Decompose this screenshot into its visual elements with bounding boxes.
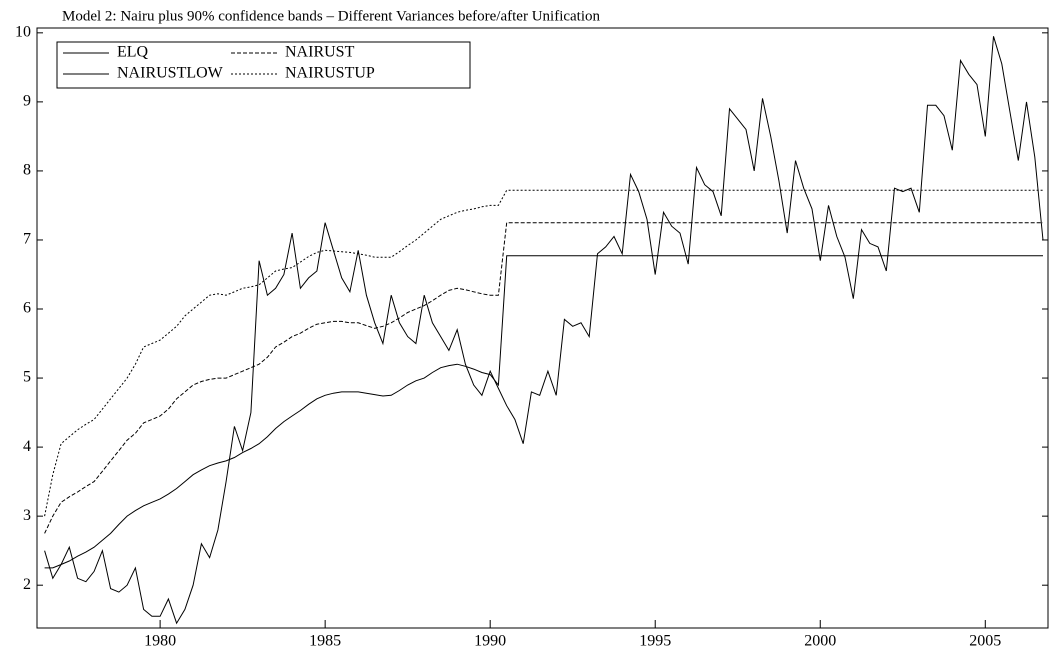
y-tick-label: 8 xyxy=(23,162,31,179)
series-line xyxy=(44,222,1043,534)
y-tick-label: 3 xyxy=(23,507,31,524)
y-tick-label: 5 xyxy=(23,369,31,386)
series-line xyxy=(44,189,1043,517)
y-tick-label: 10 xyxy=(15,24,31,41)
legend-label: NAIRUSTUP xyxy=(285,65,375,82)
legend-label: NAIRUST xyxy=(285,44,355,61)
y-tick-label: 7 xyxy=(23,231,31,248)
chart-title: Model 2: Nairu plus 90% confidence bands… xyxy=(62,8,601,24)
series-line xyxy=(44,255,1043,569)
x-tick-label: 1990 xyxy=(474,633,506,650)
legend-label: NAIRUSTLOW xyxy=(117,65,224,82)
y-tick-label: 6 xyxy=(23,300,31,317)
y-tick-label: 9 xyxy=(23,93,31,110)
x-tick-label: 1980 xyxy=(144,633,176,650)
x-tick-label: 2000 xyxy=(804,633,836,650)
x-tick-label: 2005 xyxy=(969,633,1001,650)
series-line xyxy=(44,36,1044,625)
y-tick-label: 4 xyxy=(23,438,31,455)
x-tick-label: 1985 xyxy=(309,633,341,650)
legend-box xyxy=(56,41,471,89)
legend-label: ELQ xyxy=(117,44,149,61)
x-tick-label: 1995 xyxy=(639,633,671,650)
plot-frame xyxy=(36,27,1049,629)
y-tick-label: 2 xyxy=(23,576,31,593)
